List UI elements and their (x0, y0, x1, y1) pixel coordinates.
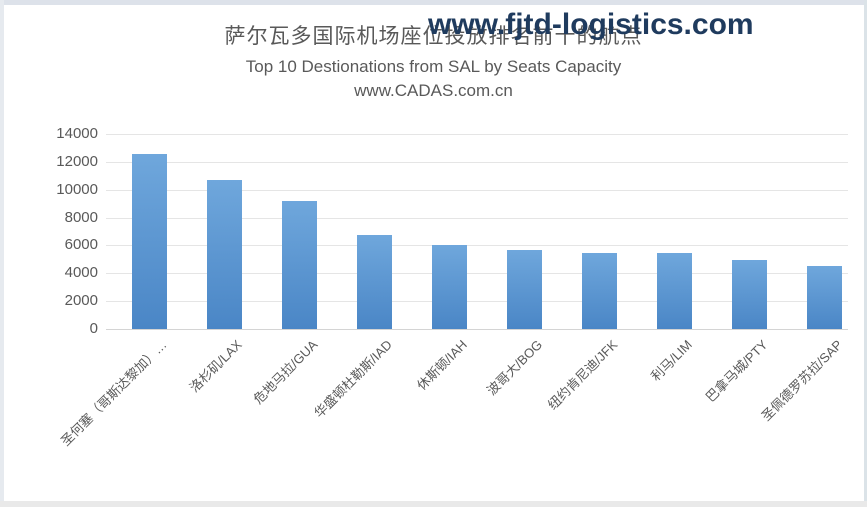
chart-title-block: 萨尔瓦多国际机场座位投放排名前十的航点 Top 10 Destionations… (0, 20, 867, 101)
y-axis: 14000 12000 10000 8000 6000 4000 2000 0 (0, 125, 98, 337)
x-axis-label: 危地马拉/GUA (250, 337, 321, 407)
y-tick-label: 2000 (64, 292, 98, 310)
bar-9 (732, 260, 767, 329)
watermark-url: www.fjtd-logistics.com (428, 8, 754, 41)
chart-subtitle: Top 10 Destionations from SAL by Seats C… (245, 57, 622, 76)
chart-source-url: www.CADAS.com.cn (354, 81, 513, 100)
bar-2 (207, 179, 242, 329)
x-axis-label: 纽约肯尼迪/JFK (544, 337, 621, 413)
x-axis: 圣何塞（哥斯达黎加）… 洛杉矶/LAX 危地马拉/GUA 华盛顿杜勒斯/IAD 休斯顿/… (58, 337, 862, 502)
x-axis-label: 利马/LIM (648, 337, 696, 384)
y-tick-label: 14000 (56, 125, 98, 142)
bar-7 (582, 253, 617, 329)
gridline (106, 245, 848, 247)
window-edge-right (864, 0, 867, 507)
bar-1 (132, 153, 167, 329)
y-tick-label: 10000 (56, 180, 98, 198)
chart-title: 萨尔瓦多国际机场座位投放排名前十的航点 (224, 25, 643, 48)
x-axis-label: 圣何塞（哥斯达黎加）… (58, 337, 171, 449)
x-axis-label: 圣佩德罗苏拉/SAP (758, 337, 846, 424)
y-tick-label: 12000 (56, 152, 98, 170)
bar-series (112, 134, 862, 329)
y-tick-label: 4000 (64, 264, 98, 282)
gridline (106, 189, 848, 191)
bar-8 (657, 253, 692, 329)
window-edge-left (0, 0, 4, 507)
gridline (106, 301, 848, 303)
gridline (106, 161, 848, 163)
x-axis-label: 波哥大/BOG (483, 337, 546, 399)
window-edge-top (0, 0, 867, 5)
x-axis-label: 华盛顿杜勒斯/IAD (311, 337, 396, 421)
x-axis-label: 巴拿马城/PTY (702, 337, 771, 405)
bar-6 (507, 250, 542, 329)
bar-4 (357, 234, 392, 329)
x-axis-line (106, 329, 848, 330)
bar-5 (432, 245, 467, 329)
y-tick-label: 6000 (64, 236, 98, 254)
gridline (106, 134, 848, 135)
gridline (106, 217, 848, 219)
x-axis-label: 洛杉矶/LAX (186, 337, 246, 396)
x-axis-label: 休斯顿/IAH (414, 337, 471, 394)
y-tick-label: 8000 (64, 208, 98, 226)
bar-3 (282, 200, 317, 329)
gridline (106, 273, 848, 275)
y-tick-label: 0 (89, 320, 98, 337)
bar-10 (807, 265, 842, 329)
window-edge-bottom (0, 501, 867, 507)
plot-area (106, 134, 848, 330)
